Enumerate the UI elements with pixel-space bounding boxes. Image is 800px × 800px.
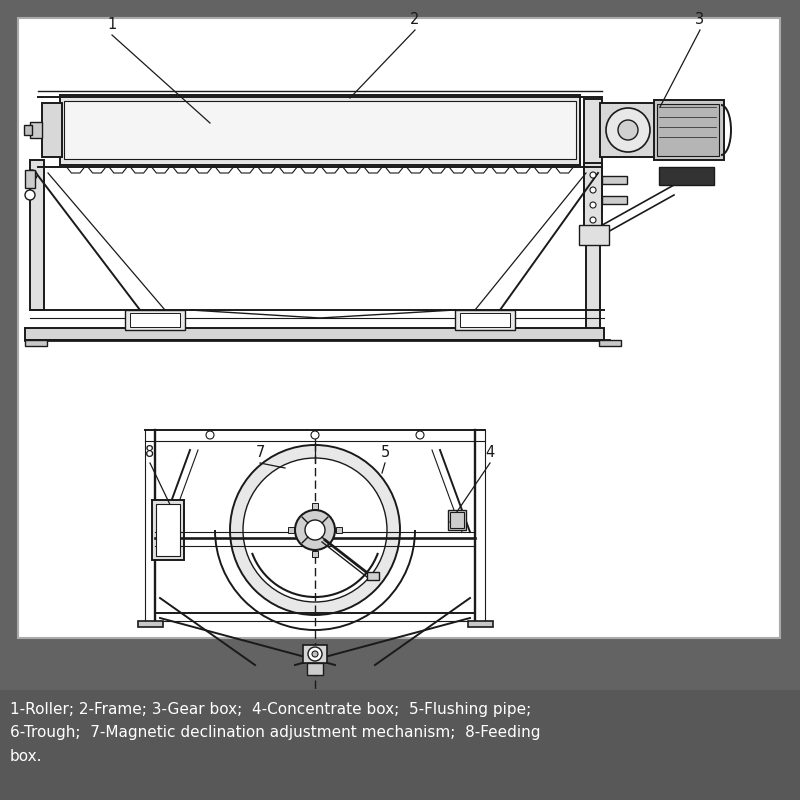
- Circle shape: [311, 431, 319, 439]
- Bar: [468, 621, 493, 627]
- Bar: [156, 504, 180, 556]
- Bar: [303, 645, 327, 663]
- Bar: [336, 527, 342, 533]
- Circle shape: [590, 202, 596, 208]
- Bar: [602, 196, 627, 204]
- Bar: [312, 551, 318, 557]
- Text: 8: 8: [146, 445, 154, 460]
- Text: 6: 6: [310, 445, 320, 460]
- Circle shape: [416, 431, 424, 439]
- Circle shape: [305, 520, 325, 540]
- Circle shape: [295, 510, 335, 550]
- Bar: [584, 99, 602, 211]
- Bar: [367, 572, 379, 580]
- Text: 5: 5: [380, 445, 390, 460]
- Circle shape: [243, 458, 387, 602]
- Bar: [25, 170, 35, 188]
- Bar: [60, 95, 580, 165]
- Text: 7: 7: [255, 445, 265, 460]
- Bar: [25, 340, 47, 346]
- Bar: [600, 103, 655, 157]
- Bar: [455, 310, 515, 330]
- Bar: [460, 313, 510, 327]
- Bar: [125, 310, 185, 330]
- Circle shape: [27, 170, 37, 180]
- Text: 3: 3: [695, 12, 705, 27]
- Circle shape: [308, 647, 322, 661]
- Bar: [30, 160, 44, 310]
- Bar: [130, 313, 180, 327]
- Circle shape: [618, 120, 638, 140]
- Bar: [602, 176, 627, 184]
- Circle shape: [606, 108, 650, 152]
- Bar: [312, 503, 318, 509]
- Bar: [586, 233, 600, 330]
- Circle shape: [230, 445, 400, 615]
- Bar: [659, 167, 714, 185]
- Bar: [42, 103, 62, 157]
- Bar: [30, 122, 42, 138]
- Circle shape: [590, 187, 596, 193]
- Text: 1-Roller; 2-Frame; 3-Gear box;  4-Concentrate box;  5-Flushing pipe;
6-Trough;  : 1-Roller; 2-Frame; 3-Gear box; 4-Concent…: [10, 702, 541, 764]
- Bar: [654, 100, 724, 160]
- Bar: [307, 663, 323, 675]
- Bar: [0, 690, 800, 800]
- Bar: [599, 340, 621, 346]
- Bar: [25, 328, 604, 340]
- Text: 4: 4: [486, 445, 494, 460]
- Bar: [657, 104, 719, 156]
- Bar: [152, 500, 184, 560]
- Bar: [450, 512, 464, 528]
- Text: 2: 2: [410, 12, 420, 27]
- Circle shape: [206, 431, 214, 439]
- Bar: [18, 18, 780, 638]
- Text: 1: 1: [107, 17, 117, 32]
- Bar: [584, 163, 602, 233]
- Circle shape: [590, 172, 596, 178]
- Circle shape: [25, 190, 35, 200]
- Bar: [138, 621, 163, 627]
- Circle shape: [590, 217, 596, 223]
- Bar: [579, 225, 609, 245]
- Bar: [448, 510, 466, 530]
- Bar: [24, 125, 32, 135]
- Circle shape: [312, 651, 318, 657]
- Bar: [64, 101, 576, 159]
- Bar: [288, 527, 294, 533]
